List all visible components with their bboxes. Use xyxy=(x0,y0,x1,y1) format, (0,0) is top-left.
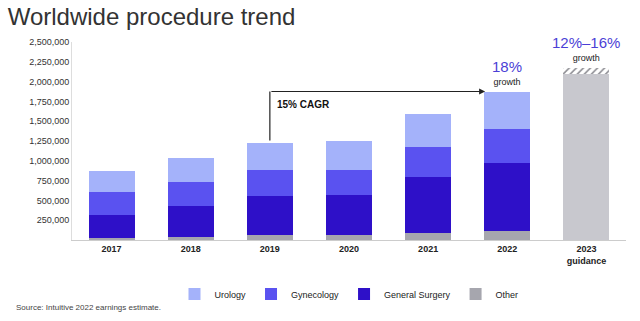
svg-text:2017: 2017 xyxy=(102,244,122,254)
svg-text:1,750,000: 1,750,000 xyxy=(29,97,69,107)
svg-text:2,500,000: 2,500,000 xyxy=(29,37,69,47)
svg-text:2018: 2018 xyxy=(181,244,201,254)
svg-text:2,250,000: 2,250,000 xyxy=(29,57,69,67)
svg-text:2,000,000: 2,000,000 xyxy=(29,77,69,87)
svg-text:2023guidance: 2023guidance xyxy=(567,244,607,266)
svg-text:General Surgery: General Surgery xyxy=(384,290,451,300)
svg-text:Source: Intuitive 2022 earning: Source: Intuitive 2022 earnings estimate… xyxy=(16,303,161,312)
svg-text:250,000: 250,000 xyxy=(37,215,70,225)
svg-text:18%growth: 18%growth xyxy=(492,58,522,87)
svg-text:2020: 2020 xyxy=(339,244,359,254)
svg-text:Gynecology: Gynecology xyxy=(291,290,339,300)
svg-text:1,250,000: 1,250,000 xyxy=(29,136,69,146)
svg-text:12%–16%growth: 12%–16%growth xyxy=(552,34,620,63)
svg-text:2019: 2019 xyxy=(260,244,280,254)
svg-text:1,500,000: 1,500,000 xyxy=(29,116,69,126)
svg-text:Urology: Urology xyxy=(215,290,247,300)
svg-text:500,000: 500,000 xyxy=(37,196,70,206)
svg-text:750,000: 750,000 xyxy=(37,176,70,186)
svg-text:2021: 2021 xyxy=(418,244,438,254)
svg-text:1,000,000: 1,000,000 xyxy=(29,156,69,166)
svg-text:2022: 2022 xyxy=(497,244,517,254)
svg-text:15% CAGR: 15% CAGR xyxy=(277,99,330,110)
svg-text:Worldwide procedure trend: Worldwide procedure trend xyxy=(8,3,296,30)
svg-text:Other: Other xyxy=(496,290,519,300)
